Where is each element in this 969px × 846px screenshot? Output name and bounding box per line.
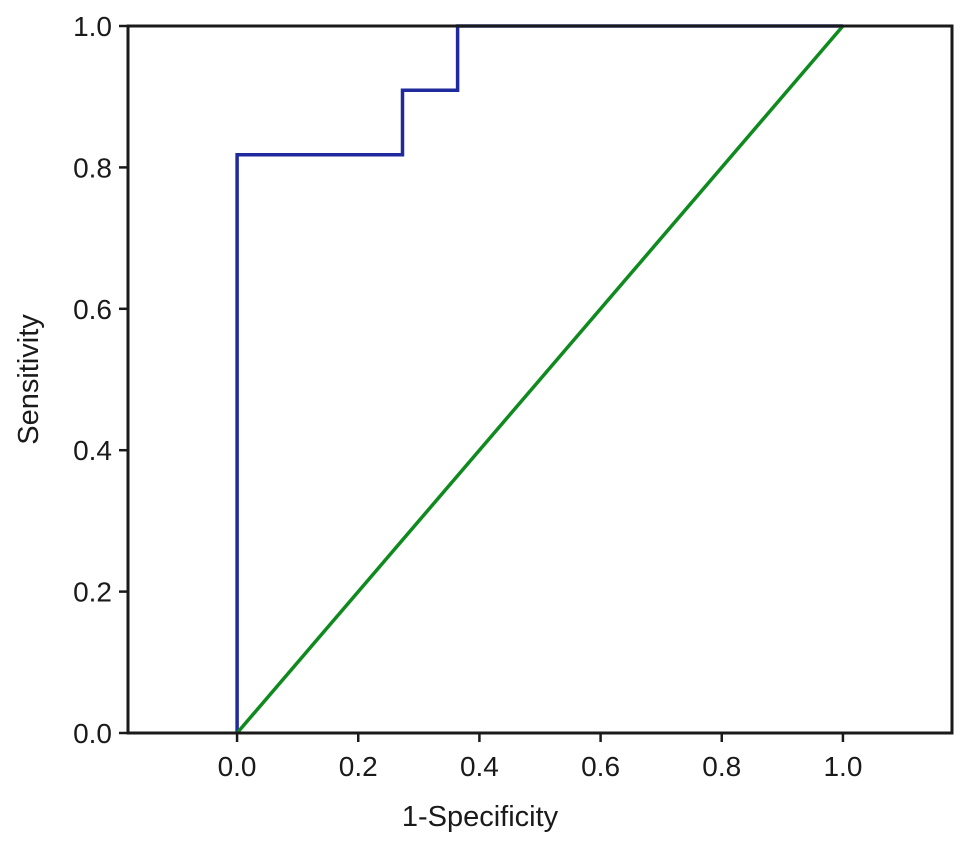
x-tick-label: 0.2 [339, 751, 378, 782]
y-tick-label: 0.6 [73, 294, 112, 325]
x-axis-title: 1-Specificity [402, 801, 559, 833]
y-tick-label: 0.8 [73, 152, 112, 183]
x-tick-label: 0.6 [581, 751, 620, 782]
y-axis-title: Sensitivity [13, 314, 45, 445]
plot-frame [126, 24, 954, 735]
y-tick-label: 0.4 [73, 435, 112, 466]
y-tick-label: 0.0 [73, 718, 112, 749]
y-tick-label: 1.0 [73, 11, 112, 42]
y-tick-label: 0.2 [73, 577, 112, 608]
x-axis: 0.0 0.2 0.4 0.6 0.8 1.0 [218, 733, 862, 782]
series-layer [235, 24, 845, 735]
x-tick-label: 0.0 [218, 751, 257, 782]
x-tick-label: 1.0 [823, 751, 862, 782]
y-axis: 0.0 0.2 0.4 0.6 0.8 1.0 [73, 11, 128, 749]
x-tick-label: 0.4 [460, 751, 499, 782]
reference-diagonal-line [235, 24, 845, 735]
x-tick-label: 0.8 [702, 751, 741, 782]
